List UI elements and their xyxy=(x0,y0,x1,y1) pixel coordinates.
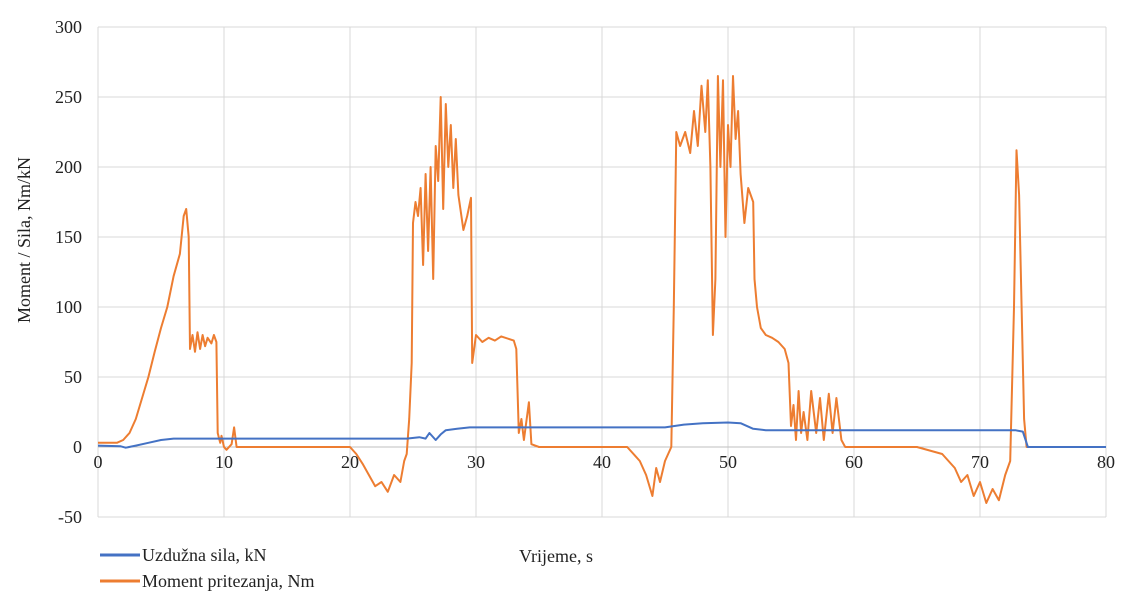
series-line-torque xyxy=(98,75,1106,504)
x-axis-title: Vrijeme, s xyxy=(519,546,593,566)
y-tick-label: 200 xyxy=(55,157,82,177)
x-tick-label: 20 xyxy=(341,452,359,472)
legend: Uzdužna sila, kN Moment pritezanja, Nm xyxy=(100,545,314,591)
y-tick-label: 100 xyxy=(55,297,82,317)
x-tick-label: 60 xyxy=(845,452,863,472)
x-tick-label: 30 xyxy=(467,452,485,472)
y-axis-title: Moment / Sila, Nm/kN xyxy=(14,157,34,323)
x-tick-label: 10 xyxy=(215,452,233,472)
legend-label-force: Uzdužna sila, kN xyxy=(142,545,266,565)
y-tick-label: 50 xyxy=(64,367,82,387)
x-tick-label: 50 xyxy=(719,452,737,472)
x-tick-label: 80 xyxy=(1097,452,1115,472)
grid-lines xyxy=(97,26,1107,518)
y-tick-label: 150 xyxy=(55,227,82,247)
x-tick-label: 0 xyxy=(94,452,103,472)
tick-labels: -50 0 50 100 150 200 250 300 0 10 20 30 40 50 60 70 80 xyxy=(55,17,1115,527)
x-tick-label: 40 xyxy=(593,452,611,472)
series-line-force xyxy=(97,421,1106,449)
y-tick-label: 300 xyxy=(55,17,82,37)
y-tick-label: 0 xyxy=(73,437,82,457)
series-lines xyxy=(97,75,1106,504)
y-tick-label: 250 xyxy=(55,87,82,107)
x-tick-label: 70 xyxy=(971,452,989,472)
legend-label-torque: Moment pritezanja, Nm xyxy=(142,571,314,591)
y-tick-label: -50 xyxy=(58,507,82,527)
